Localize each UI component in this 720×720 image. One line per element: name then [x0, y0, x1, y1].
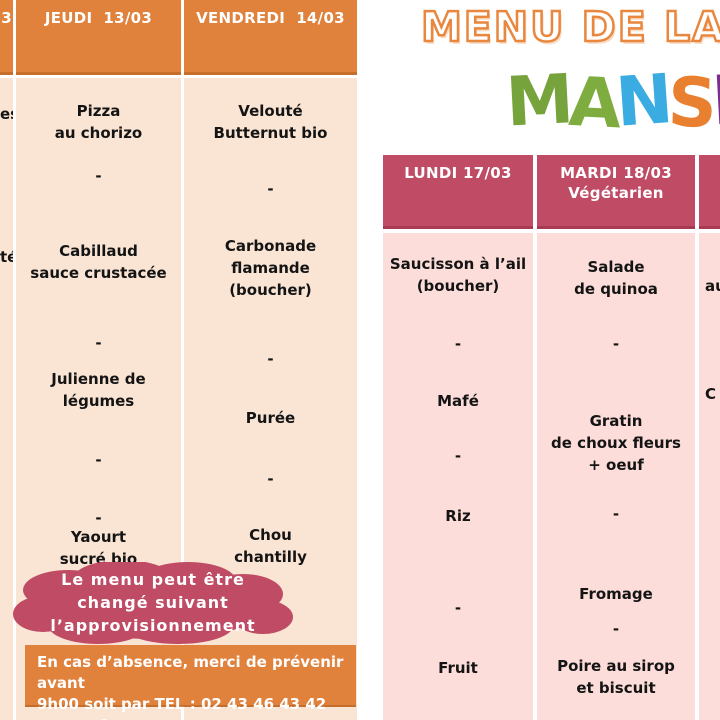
title-letter: A [566, 62, 619, 145]
menu-separator: - [612, 620, 620, 638]
menu-separator: - [454, 447, 462, 465]
right-week-table: LUNDI 17/03 Saucisson à l’ail (boucher) -… [383, 155, 720, 720]
menu-item: Riz [445, 507, 471, 525]
column-mardi-header: MARDI 18/03 Végétarien [537, 155, 695, 229]
menu-item: Fruit [438, 659, 478, 677]
title-letter: M [503, 60, 571, 143]
column-mercredi-header: 3 [0, 0, 13, 75]
menu-change-note: Le menu peut être changé suivant l’appro… [8, 562, 298, 647]
menu-item: Saucisson à l’ail (boucher) [389, 255, 527, 295]
title-letter: N [613, 60, 671, 143]
menu-item: Gratin de choux fleurs + oeuf [551, 412, 681, 474]
town-name-title: MANSI [503, 60, 720, 145]
menu-item: Salade de quinoa [574, 258, 658, 298]
column-lundi-header: LUNDI 17/03 [383, 155, 533, 229]
menu-separator: - [267, 470, 274, 488]
menu-item: Velouté Butternut bio [213, 102, 328, 142]
menu-item: Chou chantilly [234, 526, 307, 566]
column-vendredi-header: VENDREDI 14/03 [184, 0, 357, 75]
menu-item: té [0, 248, 13, 266]
menu-item: Julienne de légumes [51, 370, 146, 410]
menu-separator: - [454, 335, 462, 353]
menu-separator: - [612, 505, 620, 523]
menu-separator: - [95, 509, 102, 527]
left-week-table: 3 es té JEUDI 13/03 Pizza au chorizo - Cabi… [0, 0, 357, 720]
absence-notice: En cas d’absence, merci de prévenir avan… [25, 645, 356, 720]
menu-separator: - [95, 451, 102, 469]
menu-separator: - [95, 167, 102, 185]
menu-separator: - [267, 180, 274, 198]
menu-separator: - [612, 335, 620, 353]
menu-item: C [705, 385, 717, 403]
menu-item: Poire au sirop et biscuit [557, 657, 675, 697]
column-mardi-body [537, 233, 695, 720]
column-lundi-body [383, 233, 533, 720]
title-letter: I [710, 61, 720, 142]
menu-item: es [0, 105, 13, 123]
menu-item: Fromage [579, 585, 653, 603]
menu-separator: - [267, 350, 274, 368]
column-mardi: MARDI 18/03 Végétarien Salade de quinoa -… [537, 155, 695, 720]
cloud-shape [13, 562, 293, 644]
column-mercredi-next-cut: au C [699, 155, 720, 720]
column-mercredi-next-header [699, 155, 720, 229]
column-mercredi-cut: 3 es té [0, 0, 13, 720]
menu-item: Mafé [437, 392, 479, 410]
menu-item: au [705, 277, 720, 295]
menu-item: Purée [245, 409, 296, 427]
title-letter: S [666, 63, 714, 144]
menu-item: Carbonade flamande (boucher) [224, 237, 317, 299]
menu-separator: - [454, 599, 462, 617]
column-mercredi-next-body [699, 233, 720, 720]
menu-change-note-text: Le menu peut être changé suivant l’appro… [50, 570, 256, 635]
menu-separator: - [95, 334, 102, 352]
column-jeudi-header: JEUDI 13/03 [16, 0, 181, 75]
page-title: MENU DE LA [420, 2, 720, 53]
column-lundi: LUNDI 17/03 Saucisson à l’ail (boucher) -… [383, 155, 533, 720]
menu-item: Cabillaud sauce crustacée [30, 242, 167, 282]
column-mercredi-body [0, 78, 13, 720]
menu-item: Pizza au chorizo [54, 102, 143, 142]
